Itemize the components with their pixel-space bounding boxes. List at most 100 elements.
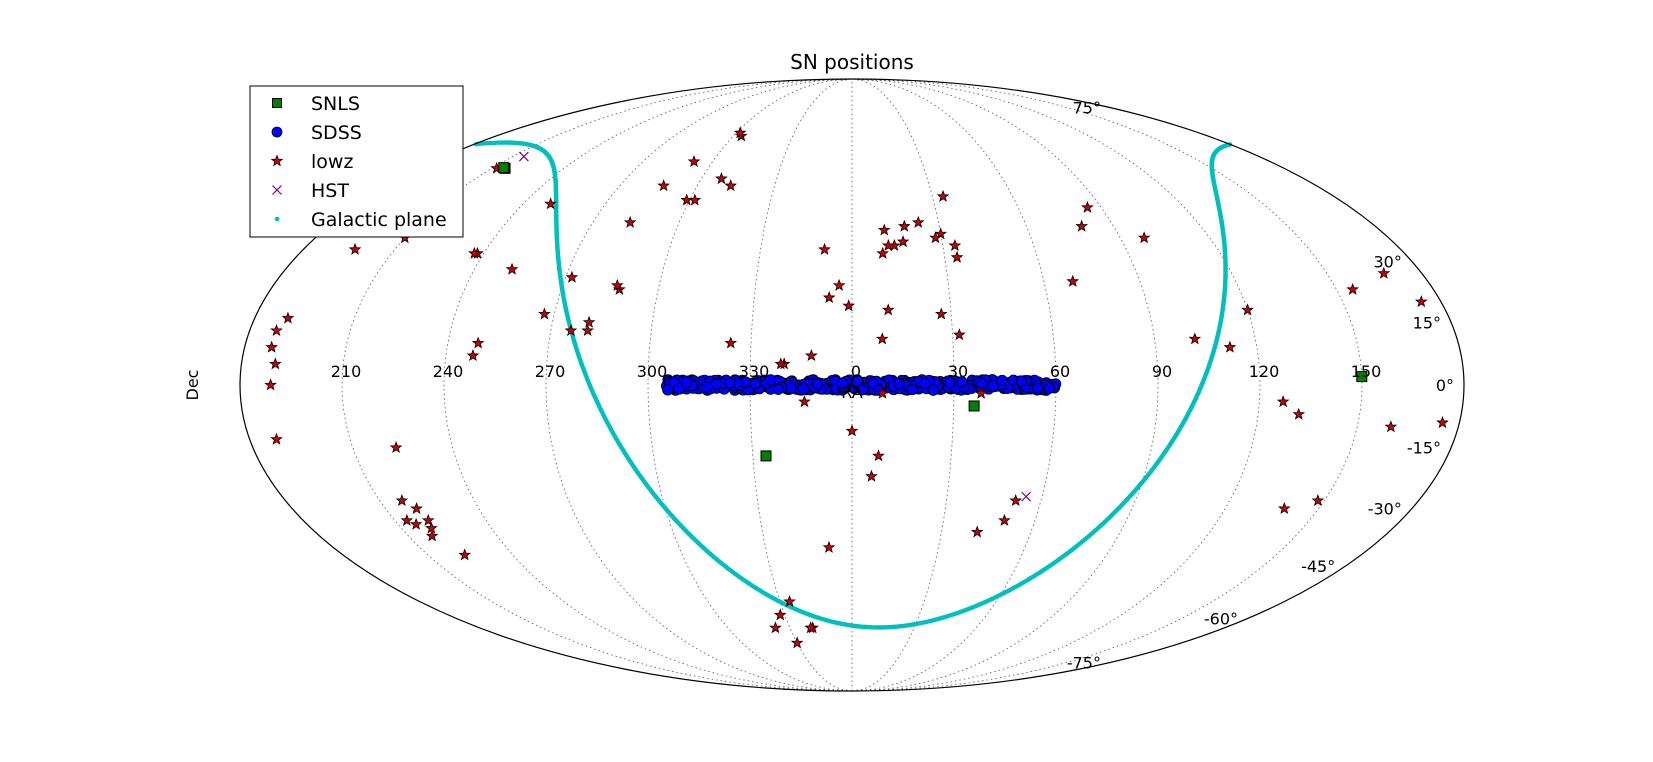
lowz-point [657,179,670,192]
lowz-point [822,540,836,553]
series-sdss [660,374,1062,396]
lowz-point [471,336,485,349]
lowz-point [623,215,637,228]
lowz-point [804,621,817,634]
ra-tick-label: 60 [1050,362,1070,381]
sdss-point [927,384,939,396]
sdss-point [852,375,864,387]
sdss-point [785,382,797,394]
lowz-point [774,357,788,370]
lowz-point [1377,266,1391,279]
ra-tick-label: 120 [1249,362,1280,381]
lowz-point [948,238,962,252]
sdss-point [919,377,931,389]
series-snls [498,162,1368,462]
lowz-point [421,513,435,526]
sdss-point [673,383,685,395]
lowz-point [936,189,950,202]
dec-tick-label: -30° [1368,500,1402,519]
sdss-point [764,374,777,386]
legend-label: SNLS [311,93,360,115]
snls-point [498,162,510,174]
dec-tick-label: -45° [1301,557,1335,576]
sdss-point [749,378,761,390]
lowz-point [953,328,966,341]
sdss-point [987,380,999,392]
lowz-point [929,231,942,244]
sdss-point [680,376,692,388]
lowz-point [898,219,911,232]
dec-tick-label: 15° [1413,313,1441,332]
sdss-point [662,384,674,396]
sdss-point [956,376,968,388]
legend-label: HST [311,180,349,202]
sdss-point [797,383,809,395]
lowz-point [974,386,988,399]
lowz-point [389,440,403,454]
lowz-point [875,332,889,345]
galactic-plane-point [661,503,666,509]
lowz-point [395,493,409,507]
lowz-point [934,307,948,320]
lowz-point [1292,407,1306,420]
lowz-point [1276,395,1290,408]
lowz-point [798,395,811,408]
lowz-point [842,299,856,312]
legend-label: SDSS [311,122,362,144]
legend-marker-lowz [270,154,284,167]
sdss-point [1032,382,1044,394]
lowz-point [466,349,480,362]
grid-meridian [647,78,853,692]
lowz-point [680,193,694,206]
grid-meridian [443,78,853,692]
snls-point [760,450,772,462]
legend-label: lowz [311,151,353,173]
lowz-point [882,238,895,252]
legend-marker-galactic-plane [274,216,280,222]
lowz-point [270,324,283,337]
ra-tick-label: 210 [331,362,362,381]
ra-tick-label: 30 [948,362,968,381]
lowz-point [1414,295,1428,308]
lowz-point [881,303,895,316]
lowz-point [410,501,423,514]
lowz-point [1137,231,1151,244]
y-axis-label: Dec [183,370,202,401]
snls-point [968,400,980,412]
dec-tick-label: -15° [1407,439,1441,458]
lowz-point [610,278,624,291]
lowz-point [822,291,836,304]
lowz-point [270,432,283,445]
sdss-point [836,377,849,389]
dec-tick-label: 75° [1073,99,1101,118]
sdss-point [906,383,918,396]
lowz-point [425,521,438,534]
chart-title: SN positions [790,50,914,74]
lowz-point [544,197,557,210]
lowz-point [724,336,738,349]
ra-tick-label: 90 [1152,362,1172,381]
lowz-point [769,621,782,634]
sdss-point [724,377,736,389]
series-galactic-plane [473,140,1233,630]
snls-point [1356,371,1368,383]
sdss-point [812,378,824,390]
dec-tick-label: 0° [1436,376,1454,395]
lowz-point [872,449,885,462]
lowz-point [998,513,1011,526]
ra-tick-label: 270 [535,362,566,381]
lowz-point [865,469,878,482]
lowz-point [348,242,362,255]
hst-point [518,151,529,162]
lowz-point [1081,200,1094,213]
series-hst [518,151,1032,502]
lowz-point [458,548,472,561]
ra-tick-label: 240 [433,362,464,381]
lowz-point [877,223,891,236]
lowz-point [1241,303,1254,316]
ra-tick-label: 0 [851,362,861,381]
lowz-point [832,278,846,291]
lowz-point [1066,274,1080,287]
lowz-point [1009,493,1023,507]
lowz-point [1278,501,1291,514]
